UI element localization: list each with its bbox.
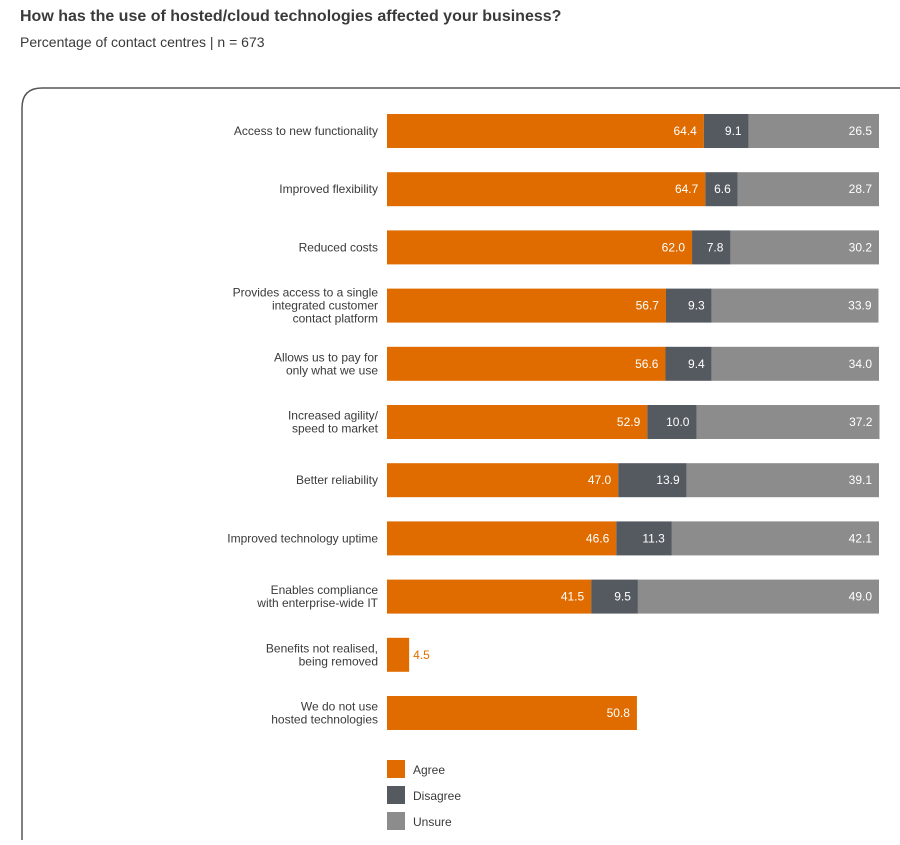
bar-agree	[387, 230, 693, 265]
value-label: 50.8	[607, 706, 631, 720]
bar-agree	[387, 405, 648, 439]
value-label: 33.9	[848, 299, 872, 313]
bar-disagree	[703, 114, 749, 148]
legend-label-agree: Agree	[413, 763, 445, 777]
panel-border	[21, 87, 900, 840]
value-label: 64.4	[673, 124, 697, 138]
category-label: Improved flexibility	[279, 182, 378, 196]
bar-unsure	[696, 405, 880, 439]
bar-unsure	[671, 521, 879, 556]
value-label: 52.9	[617, 415, 641, 429]
value-label: 9.1	[725, 124, 742, 138]
bar-unsure	[711, 288, 879, 323]
legend-swatch-disagree	[387, 786, 405, 804]
category-label: Better reliability	[296, 473, 378, 487]
bar-agree	[387, 463, 619, 498]
bar-unsure	[637, 579, 879, 614]
legend-swatch-unsure	[387, 812, 405, 830]
legend: Agree Disagree Unsure	[387, 760, 461, 830]
value-label: 30.2	[849, 240, 873, 254]
bar-agree	[387, 696, 637, 730]
chart-subtitle: Percentage of contact centres | n = 673	[20, 34, 265, 50]
bar-unsure	[748, 114, 879, 148]
value-label: 39.1	[849, 473, 873, 487]
category-label: We do not use hosted technologies	[271, 700, 378, 727]
value-label: 47.0	[588, 473, 612, 487]
value-label: 13.9	[656, 473, 680, 487]
bar-unsure	[711, 346, 879, 381]
value-label: 9.3	[688, 299, 705, 313]
bar-agree	[387, 579, 592, 614]
bar-disagree	[618, 463, 687, 498]
bar-disagree	[591, 579, 638, 614]
bar-disagree	[692, 230, 731, 265]
value-label: 26.5	[849, 124, 873, 138]
category-labels-group: Access to new functionality Improved flex…	[227, 124, 378, 727]
value-label: 6.6	[714, 182, 731, 196]
category-label: Benefits not realised, being removed	[266, 641, 378, 668]
category-label: Provides access to a single integrated cu…	[233, 286, 379, 326]
bar-agree	[387, 288, 666, 323]
value-label: 37.2	[849, 415, 873, 429]
category-label: Reduced costs	[299, 240, 378, 254]
value-label: 10.0	[666, 415, 690, 429]
chart-title: How has the use of hosted/cloud technolo…	[20, 8, 562, 25]
bar-unsure	[730, 230, 879, 265]
bar-agree	[387, 521, 617, 556]
bar-unsure	[737, 172, 879, 207]
value-label: 64.7	[675, 182, 699, 196]
value-label: 11.3	[642, 531, 665, 545]
value-label: 4.5	[413, 648, 430, 662]
value-label: 46.6	[586, 531, 610, 545]
legend-swatch-agree	[387, 760, 405, 778]
legend-label-disagree: Disagree	[413, 789, 461, 803]
bar-disagree	[665, 288, 712, 323]
value-label: 9.4	[688, 357, 705, 371]
category-label: Access to new functionality	[234, 124, 378, 138]
category-label: Increased agility/speed to market	[288, 409, 379, 436]
value-label: 49.0	[849, 590, 873, 604]
value-label: 56.7	[636, 299, 660, 313]
value-label: 56.6	[635, 357, 659, 371]
category-label: Allows us to pay for only what we use	[274, 350, 378, 377]
bar-unsure	[686, 463, 879, 498]
value-label: 9.5	[614, 590, 631, 604]
bar-disagree	[616, 521, 672, 556]
bar-agree	[387, 346, 666, 381]
bar-agree	[387, 114, 704, 148]
category-label: Improved technology uptime	[227, 531, 378, 545]
value-label: 28.7	[849, 182, 873, 196]
bar-disagree	[665, 346, 712, 381]
value-label: 62.0	[662, 240, 686, 254]
bar-agree	[387, 637, 410, 672]
value-label: 34.0	[849, 357, 873, 371]
bar-agree	[387, 172, 706, 207]
value-label: 42.1	[849, 531, 873, 545]
value-label: 7.8	[707, 240, 724, 254]
legend-label-unsure: Unsure	[413, 815, 452, 829]
category-label: Enables compliance with enterprise-wide I…	[256, 583, 378, 610]
bar-disagree	[705, 172, 738, 207]
bars-group: 64.4 9.1 26.5 64.7 6.6 28.7 62.0 7.8 30.2 56.7 9.3…	[387, 114, 880, 730]
value-label: 41.5	[561, 590, 585, 604]
bar-disagree	[647, 405, 697, 439]
